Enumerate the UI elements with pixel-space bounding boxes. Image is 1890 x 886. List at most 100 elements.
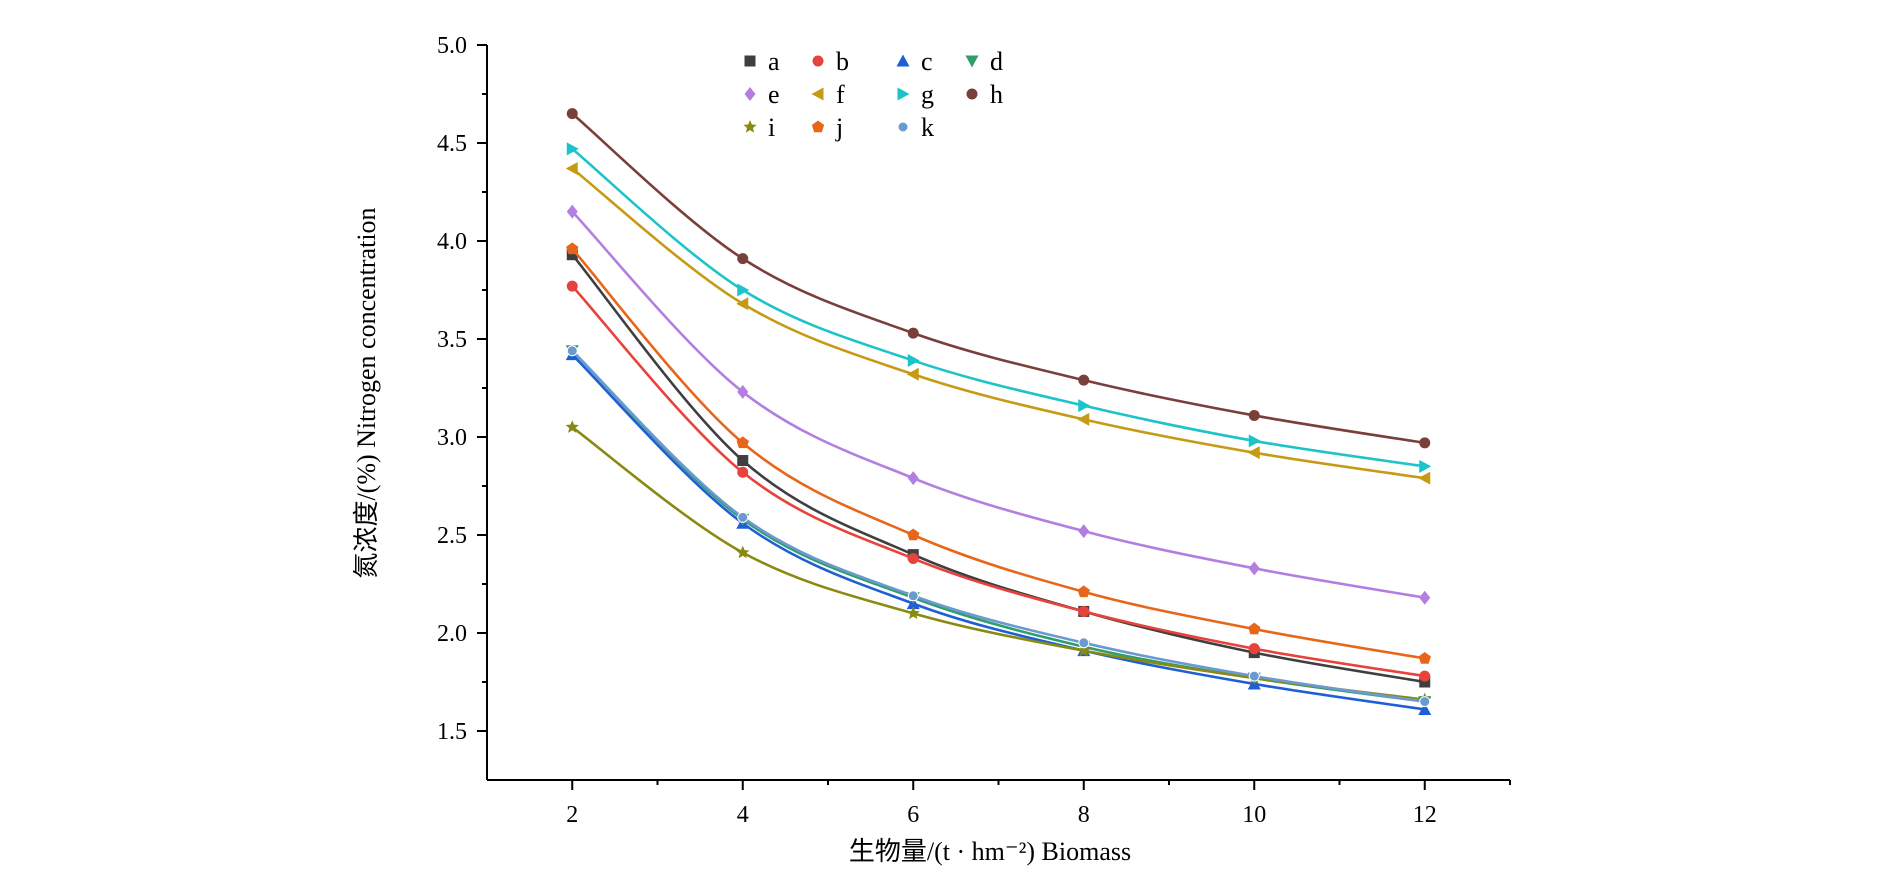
data-point-j (1419, 652, 1431, 664)
legend-marker-k (898, 122, 908, 132)
x-tick-label: 4 (737, 802, 749, 828)
y-tick-label: 3.0 (437, 425, 467, 451)
data-point-a (737, 455, 748, 466)
data-point-e (737, 385, 748, 399)
legend-marker-f (812, 88, 824, 101)
data-point-f (566, 162, 578, 175)
series-line-h (572, 114, 1425, 443)
x-tick-label: 6 (907, 802, 919, 828)
data-point-h (1419, 437, 1430, 448)
series-c (566, 348, 1432, 715)
data-point-g (1249, 434, 1261, 447)
series-f (566, 162, 1431, 485)
y-tick-label: 1.5 (437, 719, 467, 745)
x-tick-label: 8 (1078, 802, 1090, 828)
data-point-k (1420, 697, 1430, 707)
data-point-b (1249, 643, 1260, 654)
legend-item-k: k (898, 113, 934, 142)
data-point-f (1418, 472, 1430, 485)
data-point-e (1419, 591, 1430, 605)
legend: a b c d e f g h i j k (743, 47, 1003, 142)
y-tick-label: 5.0 (437, 33, 467, 59)
data-point-b (1078, 606, 1089, 617)
legend-marker-d (966, 56, 979, 68)
legend-marker-g (898, 88, 910, 101)
data-point-j (1078, 585, 1090, 597)
data-point-g (1078, 399, 1090, 412)
legend-marker-a (745, 56, 756, 67)
data-point-b (908, 553, 919, 564)
legend-marker-i (743, 120, 756, 133)
x-tick-label: 12 (1413, 802, 1437, 828)
data-point-g (1419, 460, 1431, 473)
data-point-f (1077, 413, 1089, 426)
data-point-e (1249, 561, 1260, 575)
series-j (566, 242, 1431, 663)
series-layer (566, 108, 1432, 715)
data-point-e (908, 471, 919, 485)
legend-marker-j (812, 121, 824, 133)
legend-label-j: j (835, 113, 843, 142)
legend-label-b: b (836, 47, 849, 76)
data-point-h (1078, 375, 1089, 386)
series-line-i (572, 427, 1425, 699)
data-point-b (737, 467, 748, 478)
data-point-b (567, 281, 578, 292)
x-axis-title: 生物量/(t · hm⁻²) Biomass (849, 837, 1131, 866)
data-point-h (567, 108, 578, 119)
data-point-f (1248, 446, 1260, 459)
x-tick-label: 2 (566, 802, 578, 828)
data-point-b (1419, 671, 1430, 682)
legend-label-f: f (836, 80, 845, 109)
legend-label-d: d (990, 47, 1003, 76)
data-point-g (737, 284, 749, 297)
legend-marker-c (897, 55, 910, 67)
legend-label-c: c (921, 47, 933, 76)
legend-item-d: d (966, 47, 1004, 76)
data-point-k (908, 591, 918, 601)
series-line-a (572, 255, 1425, 682)
data-point-k (567, 346, 577, 356)
legend-item-c: c (897, 47, 933, 76)
legend-item-a: a (745, 47, 781, 76)
legend-label-a: a (768, 47, 780, 76)
chart: 1.5 2.0 2.5 3.0 3.5 4.0 4.5 5.0 2 4 6 8 10 12 a b c d e f g… (0, 0, 1890, 886)
data-point-j (1248, 623, 1260, 635)
y-tick-label: 4.0 (437, 229, 467, 255)
data-point-f (736, 297, 748, 310)
legend-item-g: g (898, 80, 935, 109)
data-point-k (1249, 671, 1259, 681)
data-point-h (737, 253, 748, 264)
data-point-g (908, 354, 920, 367)
x-tick-label: 10 (1242, 802, 1266, 828)
legend-item-i: i (743, 113, 775, 142)
data-point-h (1249, 410, 1260, 421)
data-point-e (1078, 524, 1089, 538)
data-point-k (1079, 638, 1089, 648)
y-tick-label: 3.5 (437, 327, 467, 353)
legend-marker-b (813, 56, 824, 67)
legend-item-b: b (813, 47, 850, 76)
series-line-e (572, 212, 1425, 598)
legend-item-j: j (812, 113, 843, 142)
data-point-j (566, 242, 578, 254)
y-tick-label: 4.5 (437, 131, 467, 157)
legend-label-i: i (768, 113, 775, 142)
data-point-h (908, 328, 919, 339)
legend-marker-e (745, 87, 756, 101)
series-line-j (572, 249, 1425, 659)
legend-label-k: k (921, 113, 934, 142)
data-point-f (907, 368, 919, 381)
legend-item-f: f (812, 80, 846, 109)
legend-label-g: g (921, 80, 934, 109)
series-line-g (572, 149, 1425, 467)
legend-marker-h (967, 89, 978, 100)
data-point-k (738, 512, 748, 522)
data-point-j (907, 529, 919, 541)
legend-item-h: h (967, 80, 1004, 109)
y-tick-label: 2.5 (437, 523, 467, 549)
series-e (567, 205, 1431, 605)
y-tick-label: 2.0 (437, 621, 467, 647)
y-axis-title: 氮浓度/(%) Nitrogen concentration (352, 207, 381, 578)
legend-item-e: e (745, 80, 780, 109)
